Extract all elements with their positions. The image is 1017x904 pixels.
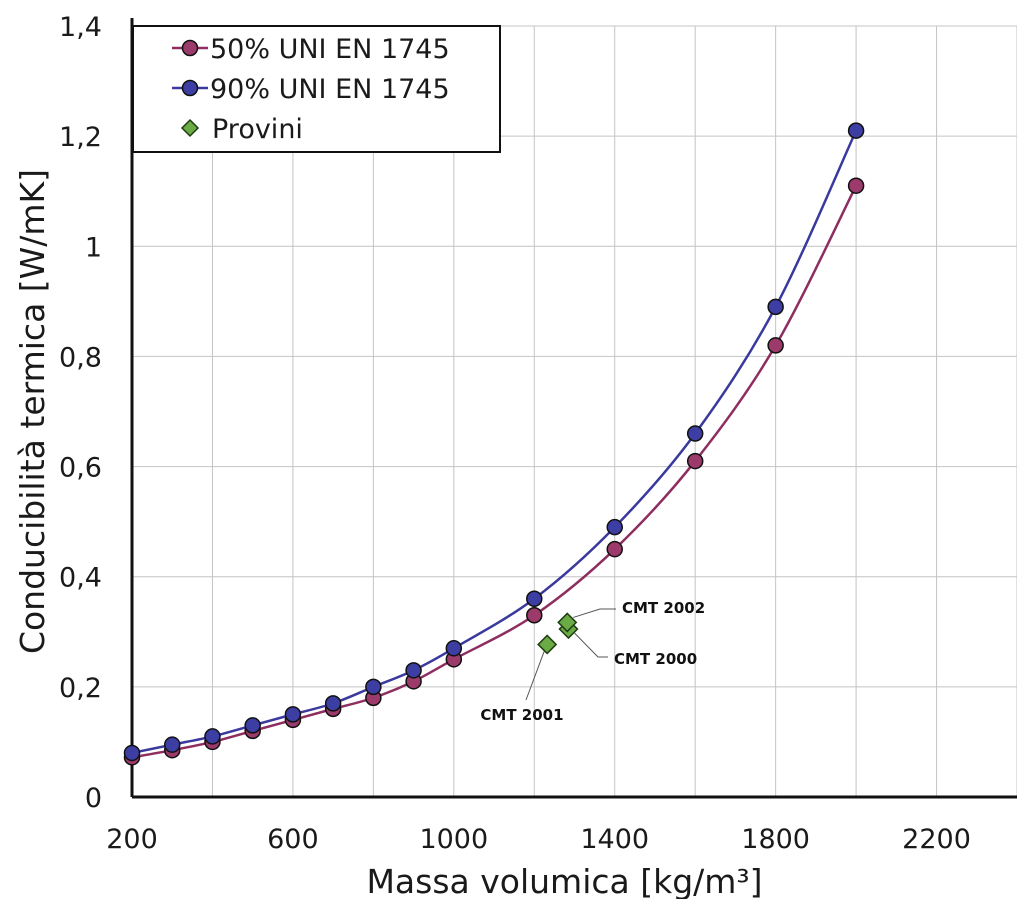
x-tick-label: 2200 (902, 824, 971, 855)
legend-label: 50% UNI EN 1745 (210, 34, 450, 65)
data-point (405, 662, 422, 679)
x-tick-label: 600 (267, 824, 319, 855)
annotation-label: CMT 2002 (622, 599, 705, 617)
x-axis-title: Massa volumica [kg/m³] (366, 862, 762, 899)
series-line (131, 130, 858, 755)
data-point (557, 612, 578, 633)
x-tick-label: 200 (106, 824, 158, 855)
series-1 (123, 122, 865, 762)
annotation-leader (573, 608, 616, 618)
data-point (767, 298, 784, 316)
data-point (686, 425, 704, 442)
legend-item: 90% UNI EN 1745 (172, 74, 450, 105)
data-point (606, 540, 623, 558)
y-tick-label: 1 (85, 232, 102, 263)
legend-item: Provini (180, 114, 303, 145)
annotations: CMT 2000 CMT 2001 CMT 2002 (480, 599, 705, 724)
y-tick-label: 1,2 (59, 122, 102, 153)
y-tick-label: 0,6 (59, 453, 102, 484)
y-tick-label: 0 (85, 783, 102, 814)
annotation-leader (574, 632, 608, 658)
data-point (445, 640, 463, 657)
data-point (847, 177, 865, 194)
y-tick-label: 1,4 (59, 12, 102, 43)
annotation-label: CMT 2000 (614, 650, 697, 668)
x-tick-label: 1000 (419, 824, 488, 855)
y-tick-label: 0,4 (59, 563, 102, 594)
legend-item: 50% UNI EN 1745 (172, 34, 450, 65)
y-tick-label: 0,2 (59, 673, 102, 704)
data-point (686, 452, 704, 470)
y-tick-label: 0,8 (59, 342, 102, 373)
data-point (606, 518, 623, 536)
legend-marker (181, 79, 199, 97)
grid (132, 25, 1017, 797)
annotation-leader (525, 651, 545, 701)
data-point (365, 678, 382, 696)
data-point (537, 634, 558, 655)
data-point (244, 717, 261, 734)
data-point (204, 728, 221, 745)
legend-label: Provini (212, 114, 303, 145)
series-layer (123, 122, 865, 766)
legend: 50% UNI EN 1745 90% UNI EN 1745 Provini (132, 25, 501, 153)
data-point (767, 337, 784, 354)
x-tick-label: 1400 (580, 824, 649, 855)
data-point (526, 590, 543, 607)
x-tick-label: 1800 (741, 824, 810, 855)
data-point (847, 122, 865, 139)
legend-label: 90% UNI EN 1745 (210, 74, 450, 105)
series-2 (537, 612, 579, 655)
legend-marker (181, 39, 199, 57)
data-point (324, 695, 342, 712)
data-point (163, 736, 181, 753)
annotation-label: CMT 2001 (480, 706, 563, 724)
data-point (526, 607, 543, 624)
legend-marker (180, 118, 200, 138)
axes: 0 0,2 0,4 0,6 0,8 1 1,2 1,4 200 600 1000 1400 1800 22… (59, 12, 1017, 855)
data-point (284, 706, 302, 723)
y-axis-title: Conducibilità termica [W/mK] (13, 169, 52, 654)
data-point (123, 744, 141, 762)
series-line (131, 185, 858, 759)
